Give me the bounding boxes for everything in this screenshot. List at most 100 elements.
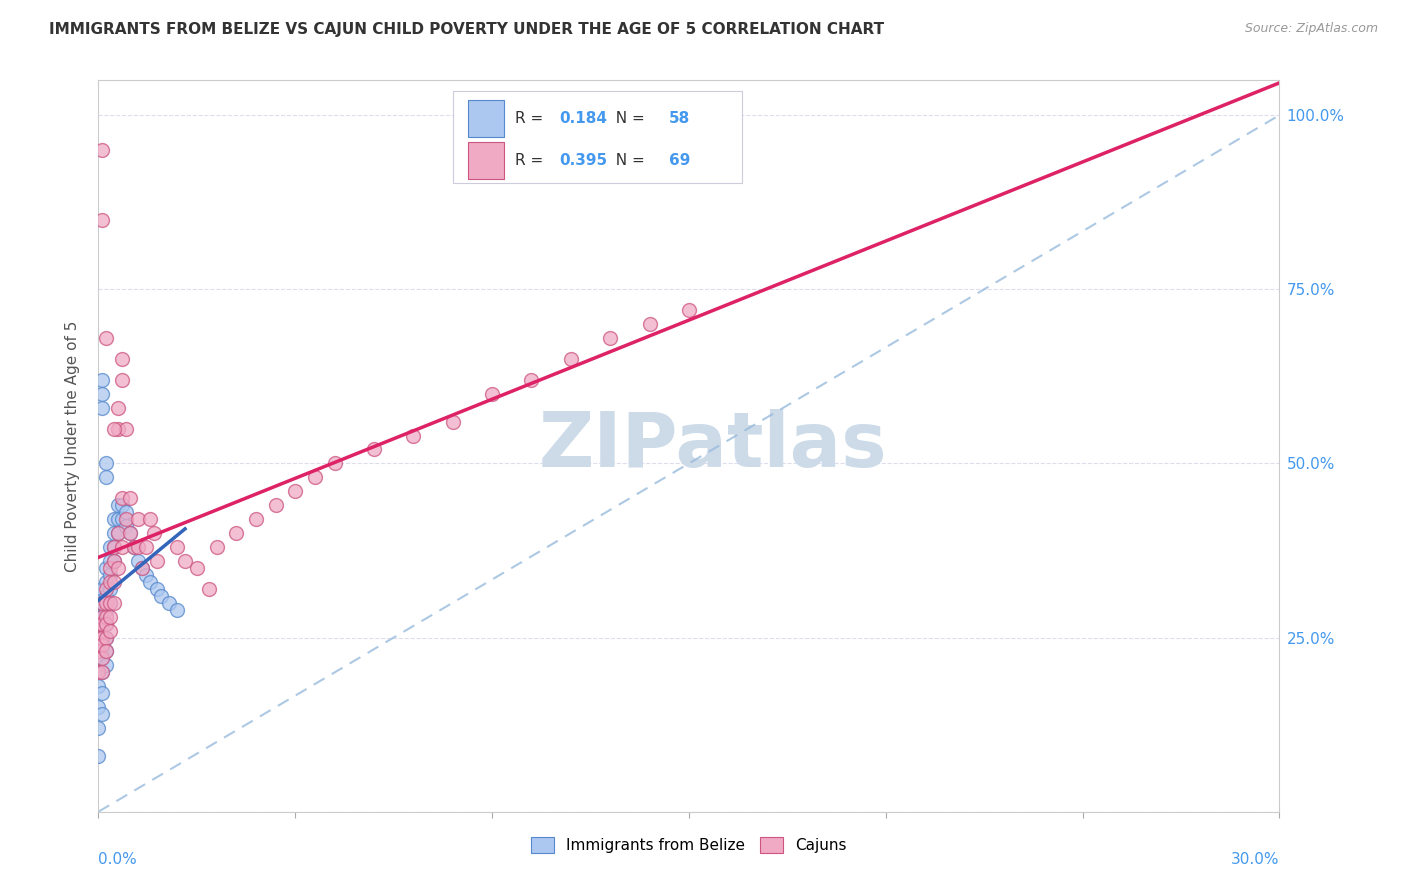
Point: [91, 609, 114, 624]
Text: 0.0%: 0.0%: [98, 852, 138, 867]
Point: [323, 457, 346, 471]
Point: [91, 596, 114, 610]
Point: [96, 644, 118, 658]
Point: [186, 561, 208, 575]
Point: [96, 644, 118, 658]
Point: [111, 540, 134, 554]
Point: [304, 470, 326, 484]
Point: [98, 561, 121, 575]
Point: [560, 351, 582, 366]
Point: [157, 596, 180, 610]
Point: [111, 351, 134, 366]
Point: [91, 631, 114, 645]
Point: [284, 484, 307, 499]
Point: [98, 596, 121, 610]
Point: [118, 491, 141, 506]
Point: [122, 540, 145, 554]
Point: [111, 512, 134, 526]
Point: [127, 540, 149, 554]
Point: [91, 143, 114, 157]
Point: [111, 491, 134, 506]
Point: [197, 582, 219, 596]
Point: [402, 428, 425, 442]
Point: [107, 561, 129, 575]
Point: [678, 303, 700, 318]
Point: [103, 540, 125, 554]
Point: [174, 554, 197, 568]
Point: [91, 401, 114, 415]
Point: [111, 498, 134, 512]
Point: [91, 582, 114, 596]
Point: [264, 498, 287, 512]
Point: [96, 658, 118, 673]
Point: [363, 442, 385, 457]
Text: ZIPatlas: ZIPatlas: [538, 409, 887, 483]
Point: [115, 519, 138, 533]
Point: [91, 596, 114, 610]
Point: [87, 651, 110, 665]
Point: [91, 212, 114, 227]
Point: [87, 631, 110, 645]
Point: [91, 631, 114, 645]
Point: [142, 526, 165, 541]
Point: [118, 526, 141, 541]
Point: [638, 317, 661, 331]
Text: N =: N =: [606, 153, 650, 168]
Point: [96, 589, 118, 603]
Point: [91, 651, 114, 665]
Point: [127, 512, 149, 526]
Point: [96, 331, 118, 345]
Point: [98, 609, 121, 624]
Text: 69: 69: [669, 153, 690, 168]
Text: 30.0%: 30.0%: [1232, 852, 1279, 867]
Point: [520, 373, 543, 387]
Point: [87, 721, 110, 735]
Point: [96, 582, 118, 596]
Point: [96, 631, 118, 645]
Point: [122, 540, 145, 554]
Point: [107, 421, 129, 435]
Point: [146, 554, 169, 568]
Point: [107, 512, 129, 526]
Point: [98, 554, 121, 568]
Point: [103, 526, 125, 541]
Point: [225, 526, 247, 541]
Point: [107, 498, 129, 512]
Point: [98, 540, 121, 554]
Y-axis label: Child Poverty Under the Age of 5: Child Poverty Under the Age of 5: [65, 320, 80, 572]
Point: [127, 554, 149, 568]
Point: [118, 526, 141, 541]
Point: [103, 540, 125, 554]
Point: [91, 686, 114, 700]
Legend: Immigrants from Belize, Cajuns: Immigrants from Belize, Cajuns: [524, 830, 853, 859]
Point: [87, 665, 110, 680]
Point: [91, 665, 114, 680]
Point: [107, 401, 129, 415]
FancyBboxPatch shape: [453, 91, 742, 183]
Point: [107, 526, 129, 541]
Point: [96, 574, 118, 589]
Point: [87, 749, 110, 764]
Point: [441, 415, 464, 429]
Point: [103, 596, 125, 610]
Point: [481, 386, 503, 401]
Point: [91, 665, 114, 680]
Point: [150, 589, 173, 603]
Point: [91, 616, 114, 631]
Point: [96, 616, 118, 631]
Point: [91, 651, 114, 665]
Point: [96, 603, 118, 617]
Point: [91, 707, 114, 722]
Point: [107, 526, 129, 541]
Point: [91, 638, 114, 652]
Point: [98, 574, 121, 589]
Text: 58: 58: [669, 111, 690, 126]
FancyBboxPatch shape: [468, 142, 503, 178]
Point: [103, 554, 125, 568]
Point: [87, 631, 110, 645]
Point: [103, 554, 125, 568]
Point: [87, 679, 110, 693]
Point: [135, 540, 157, 554]
Point: [87, 665, 110, 680]
Point: [96, 609, 118, 624]
